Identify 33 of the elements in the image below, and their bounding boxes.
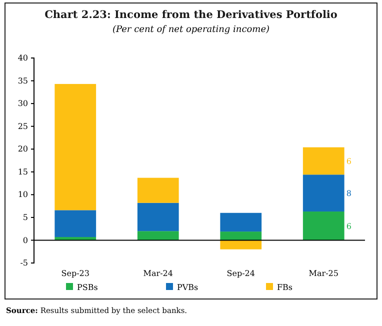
bar (54, 84, 96, 210)
y-tick-label: 10 (18, 190, 28, 200)
data-label: 6 (346, 222, 352, 231)
legend-label: PSBs (77, 283, 98, 292)
y-tick-label: 0 (22, 236, 28, 245)
legend-label: FBs (277, 283, 293, 292)
chart-title: Chart 2.23: Income from the Derivatives Portfolio (44, 9, 338, 21)
bar (137, 202, 179, 232)
y-tick-label: 30 (18, 99, 28, 108)
data-label: 8 (346, 189, 352, 198)
y-tick-label: -5 (20, 258, 28, 268)
y-tick-label: 5 (22, 213, 28, 222)
bar (220, 232, 262, 240)
y-tick-label: 15 (18, 167, 28, 176)
y-tick-label: 25 (18, 122, 28, 131)
bar (54, 210, 96, 238)
x-tick-label: Sep-23 (61, 269, 90, 278)
chart-subtitle: (Per cent of net operating income) (112, 25, 270, 35)
bar (302, 147, 344, 175)
y-tick-label: 40 (18, 54, 28, 63)
bar (302, 174, 344, 212)
x-tick-label: Mar-24 (143, 269, 173, 278)
x-tick-label: Sep-24 (226, 269, 255, 278)
bar (137, 231, 179, 240)
legend-label: PVBs (177, 283, 198, 292)
y-tick-label: 35 (18, 76, 28, 86)
bar (220, 240, 262, 250)
x-tick-label: Mar-25 (308, 269, 338, 278)
y-tick-label: 20 (18, 144, 28, 154)
bar (220, 212, 262, 232)
bar (137, 178, 179, 203)
data-label: 6 (346, 156, 352, 166)
bar (302, 212, 344, 240)
